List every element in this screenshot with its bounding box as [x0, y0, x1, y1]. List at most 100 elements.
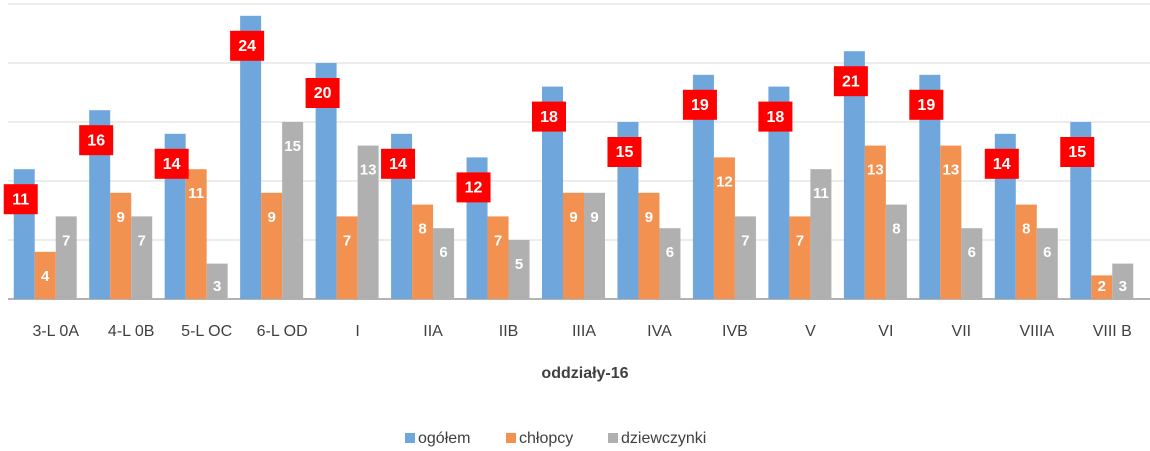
total-label: 18 — [540, 109, 558, 126]
value-label: 7 — [741, 232, 749, 249]
value-label: 3 — [1119, 278, 1127, 295]
value-label: 8 — [1022, 221, 1030, 238]
x-tick-label: 5-L OC — [181, 323, 232, 340]
bar — [885, 204, 907, 299]
bar — [843, 51, 865, 300]
bar — [734, 216, 756, 299]
value-label: 11 — [813, 185, 829, 202]
legend-label: chłopcy — [519, 430, 573, 447]
total-label-box — [154, 148, 189, 179]
x-tick-label: VII — [952, 323, 972, 340]
total-label: 15 — [616, 144, 634, 161]
legend-swatch — [506, 433, 516, 443]
bar — [412, 204, 434, 299]
x-tick-label: IIB — [499, 323, 519, 340]
x-tick-label: V — [805, 323, 816, 340]
bar — [282, 122, 304, 299]
x-tick-label: IIA — [423, 323, 443, 340]
x-tick-label: VI — [878, 323, 893, 340]
bar — [34, 251, 56, 299]
value-label: 3 — [213, 278, 221, 295]
bar — [713, 157, 735, 299]
bar — [336, 216, 358, 299]
value-label: 9 — [645, 209, 653, 226]
x-tick-label: IVA — [647, 323, 672, 340]
value-label: 9 — [569, 209, 577, 226]
total-label: 14 — [389, 156, 407, 173]
total-label: 12 — [465, 180, 483, 197]
bar — [692, 74, 714, 299]
legend-swatch — [405, 433, 415, 443]
x-tick-label: 3-L 0A — [32, 323, 79, 340]
bar — [1036, 228, 1058, 299]
total-label-box — [833, 66, 868, 97]
total-label: 24 — [238, 38, 256, 55]
total-label: 19 — [917, 97, 935, 114]
bar — [1112, 263, 1134, 299]
bar — [185, 169, 207, 299]
bar — [940, 145, 962, 299]
total-label-box — [909, 89, 944, 120]
value-label: 15 — [284, 138, 301, 155]
value-label: 7 — [62, 232, 70, 249]
value-label: 13 — [867, 162, 884, 179]
value-label: 9 — [590, 209, 598, 226]
bar — [638, 192, 660, 299]
x-axis-title: oddziały-16 — [541, 365, 628, 382]
bar — [810, 169, 832, 299]
total-label-box — [381, 148, 416, 179]
bar — [110, 192, 132, 299]
value-label: 5 — [515, 256, 523, 273]
value-label: 13 — [942, 162, 959, 179]
bar — [487, 216, 509, 299]
total-label-box — [230, 30, 265, 61]
value-label: 12 — [716, 173, 733, 190]
value-label: 2 — [1098, 278, 1106, 295]
value-label: 7 — [796, 232, 804, 249]
total-label-box — [532, 101, 566, 132]
legend-label: dziewczynki — [621, 430, 706, 447]
bar — [768, 86, 790, 299]
value-label: 11 — [188, 185, 204, 202]
x-tick-label: IVB — [722, 323, 748, 340]
value-label: 6 — [439, 244, 447, 261]
value-label: 7 — [138, 232, 146, 249]
bar — [864, 145, 886, 299]
value-label: 6 — [968, 244, 976, 261]
value-label: 9 — [117, 209, 125, 226]
bar — [563, 192, 584, 299]
bar — [315, 63, 337, 299]
x-tick-label: 4-L 0B — [108, 323, 155, 340]
value-label: 4 — [41, 268, 50, 285]
total-label-box — [682, 89, 717, 120]
total-label: 16 — [87, 132, 105, 149]
value-label: 6 — [666, 244, 674, 261]
total-label-box — [79, 125, 114, 156]
total-label: 14 — [993, 156, 1011, 173]
bar — [1091, 275, 1113, 299]
total-label-box — [607, 137, 642, 167]
bar — [961, 228, 983, 299]
value-label: 9 — [267, 209, 275, 226]
bar — [240, 15, 262, 300]
value-label: 13 — [360, 162, 377, 179]
x-tick-label: VIIIA — [1019, 323, 1054, 340]
total-label-box — [758, 101, 793, 132]
total-label-box — [984, 148, 1019, 179]
bar — [206, 263, 228, 299]
total-label-box — [305, 78, 340, 108]
total-label-box — [3, 184, 38, 215]
bar — [55, 216, 77, 299]
bar — [919, 74, 941, 299]
bar — [357, 145, 379, 299]
legend-swatch — [608, 433, 618, 443]
total-label-box — [456, 172, 491, 203]
x-tick-label: I — [355, 323, 359, 340]
bar — [89, 110, 111, 299]
total-label: 20 — [314, 85, 332, 102]
total-label: 15 — [1068, 144, 1086, 161]
total-label-box — [1060, 137, 1095, 167]
bar — [131, 216, 153, 299]
total-label: 18 — [767, 109, 785, 126]
